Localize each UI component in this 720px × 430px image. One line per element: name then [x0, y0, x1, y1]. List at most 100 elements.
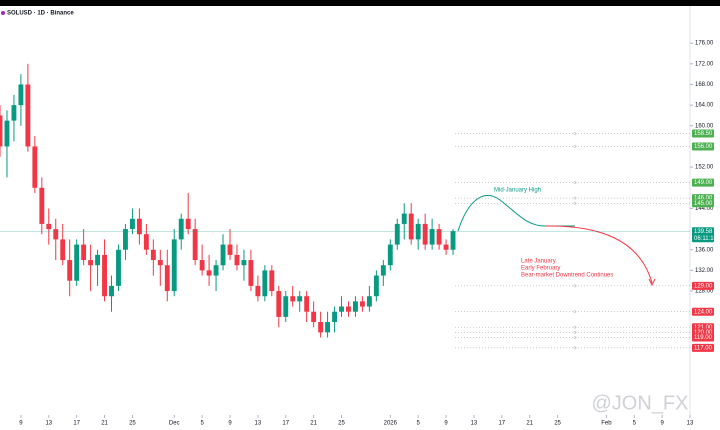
- candle-body: [185, 218, 191, 230]
- level-label: 158.50: [694, 131, 713, 137]
- price-label: 139.58: [694, 229, 713, 235]
- level-marker: [573, 196, 577, 200]
- candle-body: [164, 265, 170, 292]
- annotation: Late January: [521, 259, 556, 265]
- level-label: 146.00: [694, 196, 713, 202]
- x-tick-label: 25: [338, 421, 345, 427]
- candle-body: [157, 260, 163, 266]
- y-tick-label: 160.00: [695, 123, 714, 129]
- candle-body: [394, 223, 400, 245]
- candle-body: [109, 285, 114, 297]
- annotation: Bear-market Downtrend Continues: [521, 273, 613, 279]
- candle-body: [171, 239, 177, 292]
- level-marker: [573, 310, 577, 314]
- candle-body: [297, 296, 303, 302]
- level-label-box: [692, 343, 714, 352]
- candle-body: [283, 296, 289, 317]
- candle-body: [81, 244, 87, 261]
- candle-body: [262, 270, 268, 297]
- watermark: @JON_FX: [592, 392, 689, 414]
- candle-body: [408, 213, 414, 240]
- level-label: 119.00: [694, 335, 713, 341]
- candle-body: [18, 84, 24, 106]
- level-label-box: [692, 199, 714, 208]
- level-marker: [573, 330, 577, 334]
- level-label: 145.00: [694, 201, 713, 207]
- candle-body: [387, 244, 393, 266]
- candle-body: [74, 244, 80, 281]
- x-tick-label: Dec: [169, 421, 180, 427]
- candle-body: [150, 249, 156, 261]
- candle-body: [290, 296, 296, 302]
- level-marker: [573, 132, 577, 135]
- y-tick-label: 152.00: [695, 165, 714, 171]
- level-label-box: [692, 281, 714, 290]
- level-marker: [573, 144, 577, 148]
- y-tick-label: 176.00: [695, 41, 714, 47]
- candle-body: [422, 223, 428, 245]
- candle-body: [359, 301, 365, 307]
- chart-title: SOLUSD · 1D · Binance: [7, 11, 74, 17]
- level-marker: [573, 336, 577, 339]
- candle-body: [339, 306, 344, 312]
- candle-body: [401, 213, 407, 224]
- y-tick-label: 164.00: [695, 103, 714, 109]
- candle-body: [4, 120, 10, 147]
- y-tick-label: 128.00: [695, 289, 714, 295]
- candle-body: [25, 84, 31, 147]
- projection-down: [544, 225, 653, 284]
- x-tick-label: 17: [282, 421, 289, 427]
- candle-body: [353, 301, 358, 312]
- candle-body: [234, 254, 240, 266]
- candle-body: [178, 218, 184, 240]
- candle-body: [332, 311, 337, 323]
- candle-body: [311, 311, 317, 323]
- candle-body: [436, 229, 442, 245]
- annotation: Early February: [521, 266, 560, 272]
- x-tick-label: 13: [471, 421, 478, 427]
- candle-body: [67, 260, 73, 281]
- x-tick-label: 9: [660, 421, 664, 427]
- level-marker: [573, 325, 577, 329]
- candle-body: [248, 260, 254, 286]
- candle-body: [206, 270, 212, 276]
- top-band: [0, 0, 720, 6]
- x-tick-label: 5: [633, 421, 637, 427]
- annotation: Mid-January High: [494, 188, 541, 194]
- x-tick-label: 21: [526, 421, 533, 427]
- candle-body: [123, 229, 128, 250]
- candle-body: [192, 229, 198, 261]
- x-tick-label: Feb: [601, 421, 612, 427]
- level-marker: [573, 284, 577, 288]
- candle-body: [46, 223, 52, 230]
- candle-body: [318, 322, 324, 333]
- level-label-box: [692, 178, 714, 187]
- candle-body: [429, 229, 435, 245]
- x-tick-label: 9: [228, 421, 232, 427]
- level-label-box: [692, 307, 714, 316]
- level-label: 129.00: [694, 283, 713, 289]
- countdown: 06:11:10: [694, 236, 718, 242]
- candle-body: [199, 260, 205, 271]
- y-tick-label: 168.00: [695, 82, 714, 88]
- candle-body: [129, 218, 135, 230]
- x-tick-label: 2026: [384, 421, 398, 427]
- candle-body: [95, 254, 101, 266]
- level-label: 120.00: [694, 330, 713, 336]
- projection-up: [457, 195, 575, 232]
- price-label-box: [692, 227, 714, 243]
- level-marker: [573, 181, 577, 185]
- x-tick-label: 13: [45, 421, 52, 427]
- y-tick-label: 172.00: [695, 61, 714, 67]
- candle-body: [220, 244, 226, 266]
- candle-body: [346, 306, 351, 312]
- candle-body: [143, 234, 149, 250]
- candle-body: [39, 187, 45, 224]
- x-tick-label: 5: [200, 421, 204, 427]
- candle-body: [32, 146, 38, 188]
- candle-body: [53, 229, 59, 240]
- candle-body: [366, 296, 372, 307]
- level-label: 117.00: [694, 345, 713, 351]
- candle-body: [136, 218, 142, 235]
